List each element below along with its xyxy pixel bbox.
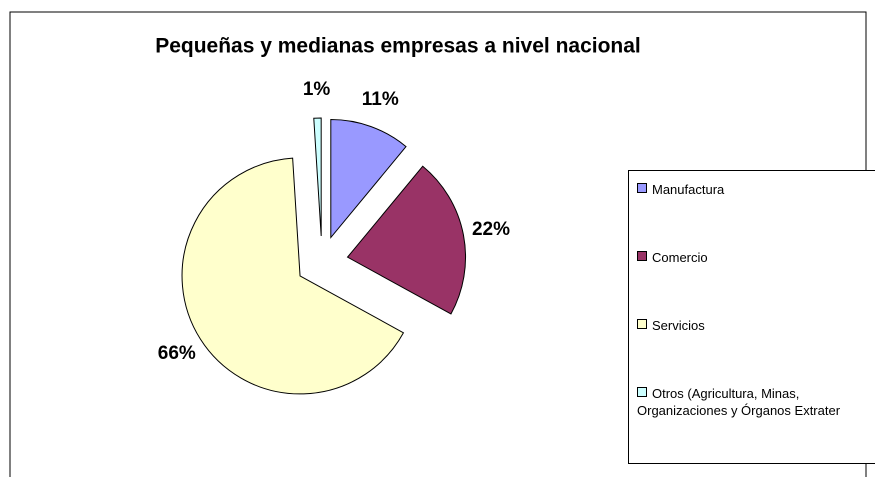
legend-label: Otros (Agricultura, Minas, Organizacione… bbox=[637, 386, 841, 418]
legend-swatch bbox=[637, 319, 647, 329]
legend-label: Comercio bbox=[652, 250, 708, 265]
legend-swatch bbox=[637, 183, 647, 193]
legend: Manufactura Comercio Servicios Otros (Agric… bbox=[628, 170, 875, 464]
legend-item: Comercio bbox=[637, 249, 875, 266]
legend-label: Manufactura bbox=[652, 182, 725, 197]
chart-title: Pequeñas y medianas empresas a nivel nac… bbox=[155, 35, 641, 58]
data-label: 66% bbox=[158, 343, 196, 364]
legend-item: Servicios bbox=[637, 317, 875, 334]
pie-slice bbox=[330, 119, 407, 239]
pie-slice bbox=[181, 157, 405, 395]
legend-label: Servicios bbox=[652, 318, 705, 333]
data-label: 11% bbox=[362, 89, 399, 110]
legend-swatch bbox=[637, 251, 647, 261]
data-label: 1% bbox=[303, 79, 331, 100]
legend-swatch bbox=[637, 387, 647, 397]
legend-item: Manufactura bbox=[637, 181, 875, 198]
data-label: 22% bbox=[472, 219, 510, 240]
pie-slice bbox=[346, 165, 467, 315]
pie-slice bbox=[313, 117, 322, 237]
legend-item: Otros (Agricultura, Minas, Organizacione… bbox=[637, 385, 875, 419]
